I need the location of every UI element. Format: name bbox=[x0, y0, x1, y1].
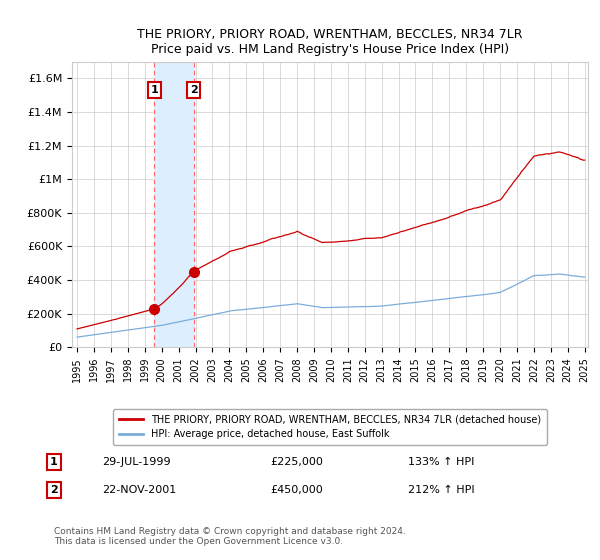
Text: 2: 2 bbox=[190, 85, 197, 95]
Text: 212% ↑ HPI: 212% ↑ HPI bbox=[408, 485, 475, 495]
Text: 29-JUL-1999: 29-JUL-1999 bbox=[102, 457, 170, 467]
Text: 1: 1 bbox=[50, 457, 58, 467]
Text: 133% ↑ HPI: 133% ↑ HPI bbox=[408, 457, 475, 467]
Text: 22-NOV-2001: 22-NOV-2001 bbox=[102, 485, 176, 495]
Title: THE PRIORY, PRIORY ROAD, WRENTHAM, BECCLES, NR34 7LR
Price paid vs. HM Land Regi: THE PRIORY, PRIORY ROAD, WRENTHAM, BECCL… bbox=[137, 28, 523, 56]
Text: Contains HM Land Registry data © Crown copyright and database right 2024.
This d: Contains HM Land Registry data © Crown c… bbox=[54, 526, 406, 546]
Text: £225,000: £225,000 bbox=[270, 457, 323, 467]
Text: 2: 2 bbox=[50, 485, 58, 495]
Text: 1: 1 bbox=[151, 85, 158, 95]
Legend: THE PRIORY, PRIORY ROAD, WRENTHAM, BECCLES, NR34 7LR (detached house), HPI: Aver: THE PRIORY, PRIORY ROAD, WRENTHAM, BECCL… bbox=[113, 409, 547, 445]
Text: £450,000: £450,000 bbox=[270, 485, 323, 495]
Bar bbox=[154, 62, 194, 347]
